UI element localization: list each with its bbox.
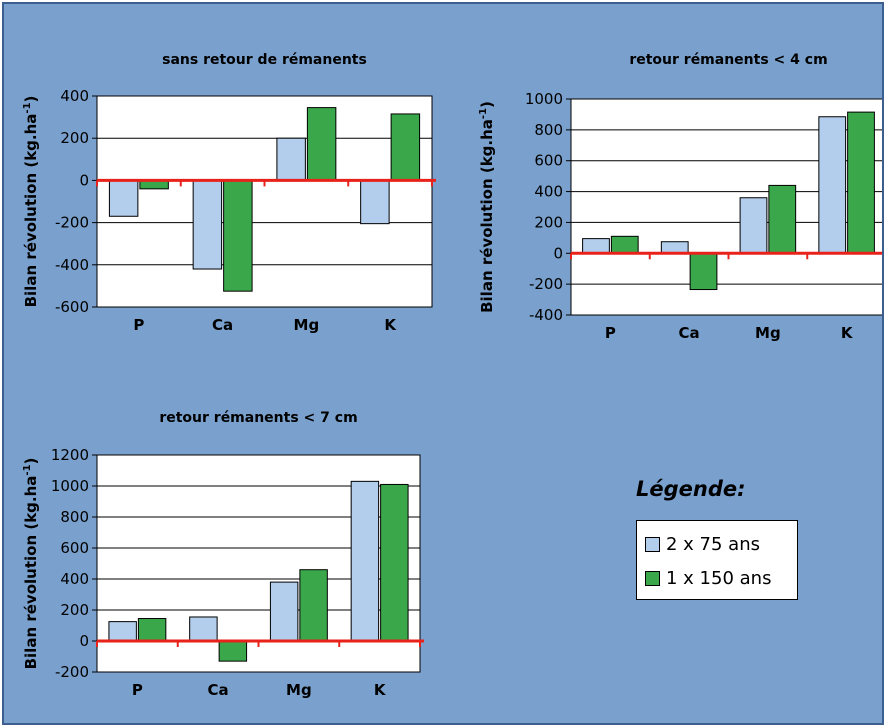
bar-K-1x150: [847, 111, 875, 254]
category-label-Ca: Ca: [208, 681, 229, 699]
y-axis-label-close: ): [22, 458, 40, 465]
category-label-Mg: Mg: [755, 324, 781, 342]
bar-K-2x75: [350, 480, 380, 642]
y-tick-label: 1200: [51, 446, 89, 464]
bar-Ca-1x150: [218, 640, 248, 662]
bar-P-2x75: [108, 179, 139, 217]
y-axis-label: Bilan révolution (kg.ha-1): [22, 458, 40, 670]
y-axis-label: Bilan révolution (kg.ha-1): [478, 101, 496, 313]
y-tick-label: 0: [553, 244, 563, 262]
y-tick-label: -200: [55, 214, 89, 232]
bar-K-2x75: [818, 116, 847, 254]
category-label-Mg: Mg: [286, 681, 312, 699]
bar-K-1x150: [380, 483, 409, 642]
bar-P-1x150: [137, 618, 167, 642]
category-label-Mg: Mg: [294, 316, 320, 334]
y-axis-label-main: Bilan révolution (kg.ha: [478, 119, 496, 313]
y-tick-label: -200: [529, 275, 563, 293]
bar-Ca-2x75: [189, 616, 218, 642]
category-label-P: P: [605, 324, 616, 342]
bar-Mg-2x75: [269, 581, 299, 642]
y-tick-label: 800: [534, 121, 563, 139]
y-tick-label: 200: [534, 213, 563, 231]
bar-Mg-2x75: [739, 197, 768, 254]
legend-label-2x75: 2 x 75 ans: [666, 533, 760, 555]
y-axis-label-sup: -1: [478, 108, 489, 119]
bar-Ca-1x150: [223, 179, 253, 292]
y-tick-label: 200: [60, 601, 89, 619]
bar-P-2x75: [108, 621, 137, 642]
bar-Mg-1x150: [768, 184, 797, 254]
legend: 2 x 75 ans 1 x 150 ans: [636, 520, 798, 600]
bar-Mg-2x75: [276, 137, 306, 181]
y-tick-label: -600: [55, 298, 89, 316]
legend-swatch-1x150: [645, 570, 660, 586]
y-axis-label-close: ): [478, 101, 496, 108]
y-tick-label: 400: [534, 183, 563, 201]
y-axis-label: Bilan révolution (kg.ha-1): [22, 96, 40, 308]
y-axis-label-sup: -1: [22, 464, 33, 475]
bar-P-2x75: [582, 238, 610, 254]
y-axis-label-close: ): [22, 96, 40, 103]
bar-Ca-2x75: [660, 241, 689, 254]
y-tick-label: 600: [60, 539, 89, 557]
chart-title: sans retour de rémanents: [162, 52, 367, 68]
bar-K-2x75: [360, 179, 390, 225]
category-label-P: P: [133, 316, 144, 334]
y-tick-label: -400: [55, 256, 89, 274]
y-tick-label: 400: [60, 87, 89, 105]
legend-label-1x150: 1 x 150 ans: [666, 567, 772, 589]
legend-swatch-2x75: [645, 536, 660, 552]
y-axis-label-main: Bilan révolution (kg.ha: [22, 114, 40, 308]
chart-title: retour rémanents < 7 cm: [159, 410, 357, 426]
category-label-P: P: [132, 681, 143, 699]
y-tick-label: 800: [60, 508, 89, 526]
y-tick-label: 1000: [51, 477, 89, 495]
y-tick-label: 1000: [525, 90, 563, 108]
category-label-K: K: [374, 681, 387, 699]
y-axis-label-main: Bilan révolution (kg.ha: [22, 476, 40, 670]
legend-title: Légende:: [636, 477, 746, 501]
bar-Mg-1x150: [299, 569, 328, 642]
y-axis-label-sup: -1: [22, 102, 33, 113]
y-tick-label: 0: [79, 632, 89, 650]
chart-title: retour rémanents < 4 cm: [629, 52, 827, 68]
y-tick-label: -200: [55, 663, 89, 681]
bar-Mg-1x150: [306, 107, 337, 181]
category-label-K: K: [384, 316, 397, 334]
legend-item-2x75: 2 x 75 ans: [645, 527, 797, 561]
y-tick-label: 0: [79, 171, 89, 189]
category-label-Ca: Ca: [679, 324, 700, 342]
y-tick-label: -400: [529, 306, 563, 324]
category-label-Ca: Ca: [212, 316, 233, 334]
y-tick-label: 400: [60, 570, 89, 588]
y-tick-label: 200: [60, 129, 89, 147]
y-tick-label: 600: [534, 152, 563, 170]
bar-P-1x150: [610, 235, 639, 254]
bar-Ca-2x75: [192, 179, 223, 270]
bar-K-1x150: [390, 113, 421, 181]
category-label-K: K: [841, 324, 854, 342]
bar-Ca-1x150: [689, 252, 718, 291]
legend-item-1x150: 1 x 150 ans: [645, 561, 797, 595]
